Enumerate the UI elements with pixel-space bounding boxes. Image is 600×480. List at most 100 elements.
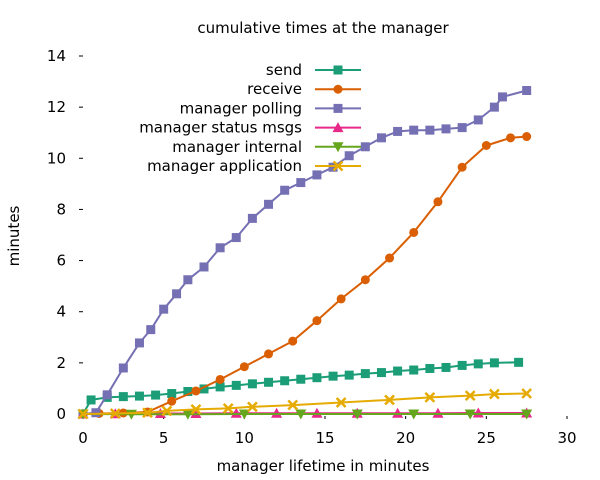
data-point xyxy=(134,338,144,348)
data-point xyxy=(441,362,451,372)
x-tick-label: 20 xyxy=(396,429,415,447)
data-point xyxy=(409,227,419,237)
data-point xyxy=(134,391,144,401)
data-point xyxy=(328,162,338,172)
data-point xyxy=(231,233,241,243)
data-point xyxy=(344,370,354,380)
legend-label: manager status msgs xyxy=(139,119,302,137)
data-point xyxy=(409,125,419,135)
data-point xyxy=(264,377,274,387)
legend-marker xyxy=(332,142,344,153)
data-point xyxy=(247,379,257,389)
data-point xyxy=(215,374,225,384)
data-point xyxy=(457,360,467,370)
x-tick-label: 30 xyxy=(557,429,576,447)
legend-entry: manager status msgs xyxy=(139,119,361,137)
data-point xyxy=(280,185,290,195)
data-point xyxy=(151,390,161,400)
data-point xyxy=(190,404,202,415)
y-tick-label: 8 xyxy=(56,200,66,218)
legend-label: send xyxy=(266,61,302,79)
data-point xyxy=(199,384,209,394)
data-point xyxy=(351,409,363,420)
data-point xyxy=(408,409,420,420)
data-point xyxy=(457,162,467,172)
data-point xyxy=(506,133,516,143)
legend-marker xyxy=(332,160,344,172)
data-point xyxy=(376,368,386,378)
y-tick-label: 6 xyxy=(56,252,66,270)
data-point xyxy=(312,316,322,326)
data-point xyxy=(360,369,370,379)
data-point xyxy=(296,374,306,384)
data-point xyxy=(489,102,499,112)
data-point xyxy=(172,289,182,299)
data-point xyxy=(239,362,249,372)
data-point xyxy=(489,358,499,368)
y-tick-label: 2 xyxy=(56,354,66,372)
data-point xyxy=(489,388,500,400)
series-manager-application xyxy=(77,388,533,420)
data-point xyxy=(191,386,201,396)
data-point xyxy=(432,407,444,418)
axes: 0 2 4 6 8 10 12 14 0 5 10 15 20 25 30 xyxy=(47,47,577,447)
data-point xyxy=(91,408,101,418)
data-point xyxy=(142,407,153,419)
data-point xyxy=(360,275,370,285)
data-point xyxy=(230,407,242,418)
data-point xyxy=(109,408,121,419)
data-point xyxy=(497,92,507,102)
data-point xyxy=(311,407,323,418)
data-point xyxy=(464,409,476,420)
legend-label: manager application xyxy=(147,157,302,175)
data-point xyxy=(118,363,128,373)
legend-marker xyxy=(333,65,343,75)
data-point xyxy=(161,405,173,417)
data-point xyxy=(271,407,283,418)
data-point xyxy=(238,409,250,420)
data-point xyxy=(77,408,89,420)
data-point xyxy=(312,170,322,180)
legend-label: manager polling xyxy=(180,99,302,117)
data-point xyxy=(264,199,274,209)
x-axis-label: manager lifetime in minutes xyxy=(217,457,430,475)
series-manager-polling xyxy=(78,86,532,419)
data-point xyxy=(247,401,258,413)
series-line xyxy=(82,392,527,415)
data-point xyxy=(441,124,451,134)
data-point xyxy=(376,133,386,143)
data-point xyxy=(231,380,241,390)
data-point xyxy=(295,409,307,420)
legend-entry: receive xyxy=(247,80,361,98)
data-point xyxy=(287,399,299,411)
data-point xyxy=(222,402,234,414)
data-point xyxy=(118,392,128,402)
data-point xyxy=(328,371,338,381)
data-point xyxy=(247,213,257,223)
data-point xyxy=(183,386,193,396)
data-point xyxy=(335,397,347,408)
data-point xyxy=(424,391,436,403)
data-point xyxy=(409,365,419,375)
data-point xyxy=(521,409,533,420)
legend-entry: send xyxy=(266,61,361,79)
y-tick-label: 10 xyxy=(47,149,66,167)
y-tick-label: 4 xyxy=(56,303,66,321)
data-point xyxy=(344,151,354,161)
data-point xyxy=(215,382,225,392)
data-point xyxy=(425,363,435,373)
data-point xyxy=(481,141,491,150)
y-tick-label: 14 xyxy=(47,47,66,65)
data-point xyxy=(385,253,395,263)
data-point xyxy=(392,407,404,418)
legend-entry: manager polling xyxy=(180,99,361,117)
data-point xyxy=(393,366,403,376)
legend-entry: manager internal xyxy=(172,138,361,156)
data-point xyxy=(514,357,524,367)
data-point xyxy=(464,390,476,401)
data-point xyxy=(521,388,533,399)
data-point xyxy=(312,373,322,383)
data-point xyxy=(86,395,96,405)
legend-label: receive xyxy=(247,80,302,98)
